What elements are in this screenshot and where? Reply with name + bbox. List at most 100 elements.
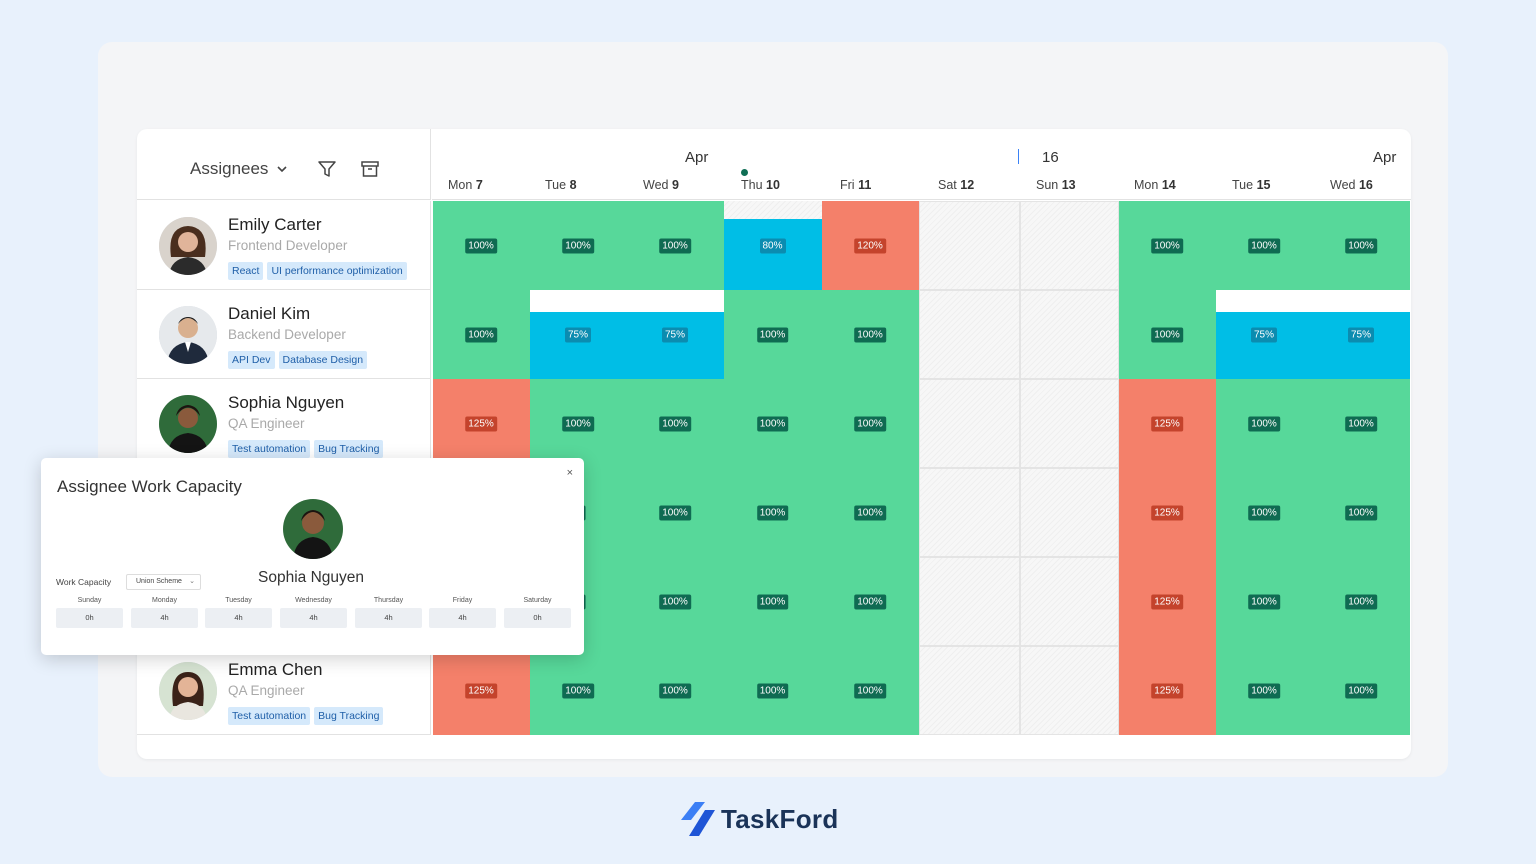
capacity-cell[interactable]	[1020, 468, 1119, 557]
capacity-cell[interactable]: 100%	[822, 379, 919, 468]
capacity-cell[interactable]: 100%	[627, 201, 724, 290]
capacity-cell[interactable]	[919, 557, 1020, 646]
day-header-1: Tue 8	[545, 178, 577, 192]
hours-input[interactable]: 4h	[131, 608, 198, 628]
capacity-cell[interactable]	[1020, 646, 1119, 735]
capacity-cell[interactable]: 100%	[1216, 557, 1313, 646]
capacity-cell[interactable]: 100%	[1313, 557, 1410, 646]
close-icon[interactable]: ×	[566, 467, 573, 479]
assignee-name[interactable]: Sophia Nguyen	[228, 393, 345, 412]
day-number: 9	[671, 178, 679, 192]
capacity-cell[interactable]: 100%	[530, 379, 627, 468]
skill-tag[interactable]: Bug Tracking	[314, 440, 384, 458]
capacity-cell[interactable]: 100%	[1216, 646, 1313, 735]
capacity-cell[interactable]: 100%	[724, 557, 822, 646]
capacity-cell[interactable]	[919, 468, 1020, 557]
hours-input[interactable]: 0h	[56, 608, 123, 628]
assignee-role: QA Engineer	[228, 416, 305, 431]
capacity-badge: 100%	[1151, 327, 1183, 342]
capacity-cell[interactable]	[1020, 290, 1119, 379]
hours-input[interactable]: 4h	[429, 608, 496, 628]
hours-input[interactable]: 4h	[355, 608, 422, 628]
assignee-row[interactable]: Daniel Kim Backend Developer API Dev Databa…	[137, 290, 431, 379]
capacity-cell[interactable]	[919, 201, 1020, 290]
day-header-9: Wed 16	[1330, 178, 1373, 192]
capacity-cell[interactable]: 100%	[433, 290, 530, 379]
assignee-name[interactable]: Emma Chen	[228, 660, 323, 679]
skill-tag[interactable]: API Dev	[228, 351, 275, 369]
scheme-select[interactable]: Union Scheme ⌄	[126, 574, 201, 590]
capacity-cell[interactable]: 100%	[627, 557, 724, 646]
popup-assignee-name: Sophia Nguyen	[258, 569, 364, 586]
capacity-cell[interactable]: 100%	[627, 468, 724, 557]
capacity-badge: 100%	[562, 238, 594, 253]
capacity-day-field: Thursday 4h	[355, 597, 422, 628]
capacity-cell[interactable]: 100%	[530, 646, 627, 735]
skill-tag[interactable]: UI performance optimization	[267, 262, 407, 280]
capacity-cell[interactable]	[919, 379, 1020, 468]
capacity-badge: 100%	[756, 505, 789, 520]
capacity-cell[interactable]: 100%	[627, 646, 724, 735]
capacity-cell[interactable]: 100%	[1313, 646, 1410, 735]
capacity-cell[interactable]	[919, 646, 1020, 735]
capacity-cell[interactable]: 100%	[724, 468, 822, 557]
capacity-cell[interactable]: 100%	[1216, 379, 1313, 468]
capacity-cell[interactable]: 100%	[1119, 290, 1216, 379]
work-capacity-label: Work Capacity	[56, 577, 112, 587]
hours-input[interactable]: 0h	[504, 608, 571, 628]
capacity-cell[interactable]: 125%	[433, 646, 530, 735]
capacity-cell[interactable]: 75%	[1313, 312, 1410, 379]
capacity-cell[interactable]: 75%	[530, 312, 627, 379]
archive-icon[interactable]	[360, 159, 380, 179]
capacity-cell[interactable]: 100%	[627, 379, 724, 468]
capacity-cell[interactable]: 100%	[724, 290, 822, 379]
capacity-cell[interactable]: 125%	[433, 379, 530, 468]
skill-tags: Test automation Bug Tracking	[228, 707, 384, 725]
capacity-cell[interactable]: 125%	[1119, 468, 1216, 557]
capacity-cell[interactable]: 75%	[627, 312, 724, 379]
capacity-cell[interactable]	[1020, 201, 1119, 290]
capacity-cell[interactable]: 125%	[1119, 646, 1216, 735]
hours-input[interactable]: 4h	[205, 608, 272, 628]
capacity-cell[interactable]: 100%	[822, 557, 919, 646]
capacity-cell[interactable]	[919, 290, 1020, 379]
assignee-role: Backend Developer	[228, 327, 346, 342]
capacity-cell[interactable]	[1020, 557, 1119, 646]
capacity-cell[interactable]: 100%	[822, 468, 919, 557]
capacity-cell[interactable]: 100%	[1313, 379, 1410, 468]
capacity-cell[interactable]	[1020, 379, 1119, 468]
capacity-cell[interactable]: 100%	[822, 290, 919, 379]
skill-tag[interactable]: Database Design	[278, 351, 368, 369]
capacity-cell[interactable]: 100%	[1313, 201, 1410, 290]
assignee-name[interactable]: Daniel Kim	[228, 304, 311, 323]
assignee-row[interactable]: Emma Chen QA Engineer Test automation Bug T…	[137, 646, 431, 735]
capacity-cell[interactable]: 100%	[1216, 201, 1313, 290]
capacity-cell[interactable]: 120%	[822, 201, 919, 290]
capacity-cell[interactable]: 100%	[1216, 468, 1313, 557]
skill-tag[interactable]: React	[228, 262, 264, 280]
skill-tag[interactable]: Test automation	[228, 440, 311, 458]
capacity-cell[interactable]: 100%	[530, 201, 627, 290]
assignee-row[interactable]: Emily Carter Frontend Developer React UI pe…	[137, 201, 431, 290]
hours-input[interactable]: 4h	[280, 608, 347, 628]
day-header-2: Wed 9	[643, 178, 679, 192]
capacity-cell[interactable]: 100%	[1119, 201, 1216, 290]
capacity-cell[interactable]: 100%	[433, 201, 530, 290]
skill-tag[interactable]: Test automation	[228, 707, 311, 725]
capacity-cell[interactable]: 100%	[724, 646, 822, 735]
skill-tags: React UI performance optimization	[228, 262, 407, 280]
capacity-cell[interactable]: 80%	[724, 219, 822, 290]
capacity-cell[interactable]: 75%	[1216, 312, 1313, 379]
filter-icon[interactable]	[317, 159, 337, 179]
capacity-badge: 75%	[564, 327, 592, 342]
capacity-cell[interactable]: 125%	[1119, 557, 1216, 646]
capacity-cell[interactable]: 100%	[822, 646, 919, 735]
skill-tag[interactable]: Bug Tracking	[314, 707, 384, 725]
capacity-cell[interactable]: 125%	[1119, 379, 1216, 468]
capacity-cell[interactable]: 100%	[724, 379, 822, 468]
assignees-dropdown[interactable]: Assignees	[190, 159, 288, 179]
assignee-row[interactable]: Sophia Nguyen QA Engineer Test automation B…	[137, 379, 431, 468]
capacity-cell[interactable]: 100%	[1313, 468, 1410, 557]
brand-logo: TaskFord	[681, 800, 839, 838]
assignee-name[interactable]: Emily Carter	[228, 215, 322, 234]
